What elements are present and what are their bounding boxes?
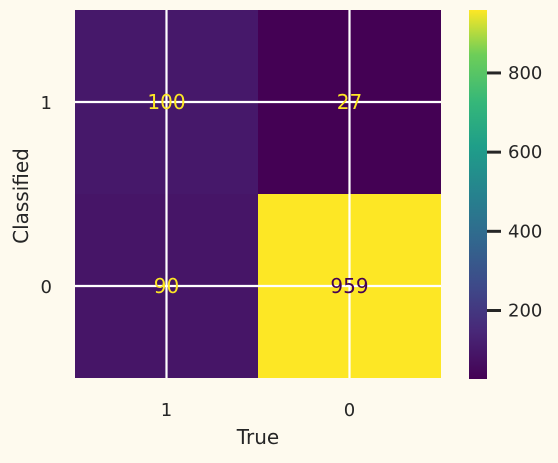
colorbar-ticks: 200 400 600 800 (487, 63, 542, 322)
x-tick-label: 1 (161, 400, 172, 421)
y-axis-label: Classified (9, 148, 33, 244)
colorbar-tick-label: 200 (508, 301, 542, 322)
cell-value-label: 90 (154, 274, 179, 298)
colorbar-tick-label: 400 (508, 221, 542, 242)
gridlines (75, 10, 441, 378)
y-tick-label: 1 (41, 93, 52, 114)
heatmap-cells (75, 10, 441, 378)
x-tick-label: 0 (344, 400, 355, 421)
cell-value-label: 27 (337, 90, 362, 114)
colorbar (469, 10, 487, 379)
colorbar-tick-label: 800 (508, 63, 542, 84)
y-tick-label: 0 (41, 277, 52, 298)
cell-value-label: 100 (147, 90, 185, 114)
cell-labels: 100 27 90 959 (147, 90, 368, 298)
x-axis-label: True (236, 425, 279, 449)
colorbar-tick-label: 600 (508, 142, 542, 163)
cell-value-label: 959 (330, 274, 368, 298)
y-tick-labels: 10 (41, 93, 52, 298)
